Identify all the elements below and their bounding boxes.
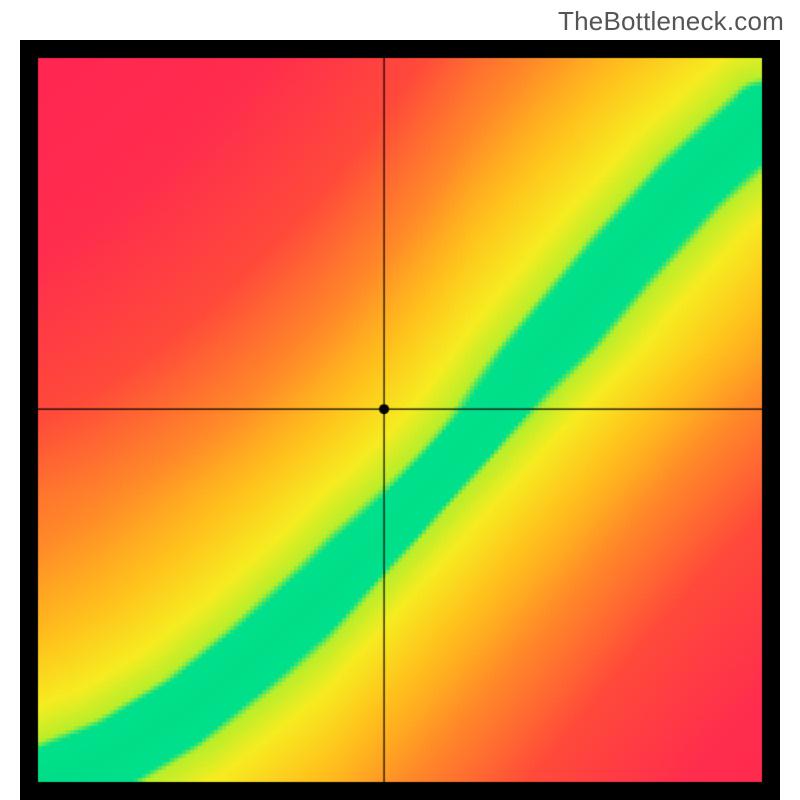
chart-frame <box>20 40 780 800</box>
chart-container: TheBottleneck.com <box>0 0 800 800</box>
watermark-text: TheBottleneck.com <box>558 6 784 37</box>
bottleneck-heatmap-canvas <box>20 40 780 800</box>
